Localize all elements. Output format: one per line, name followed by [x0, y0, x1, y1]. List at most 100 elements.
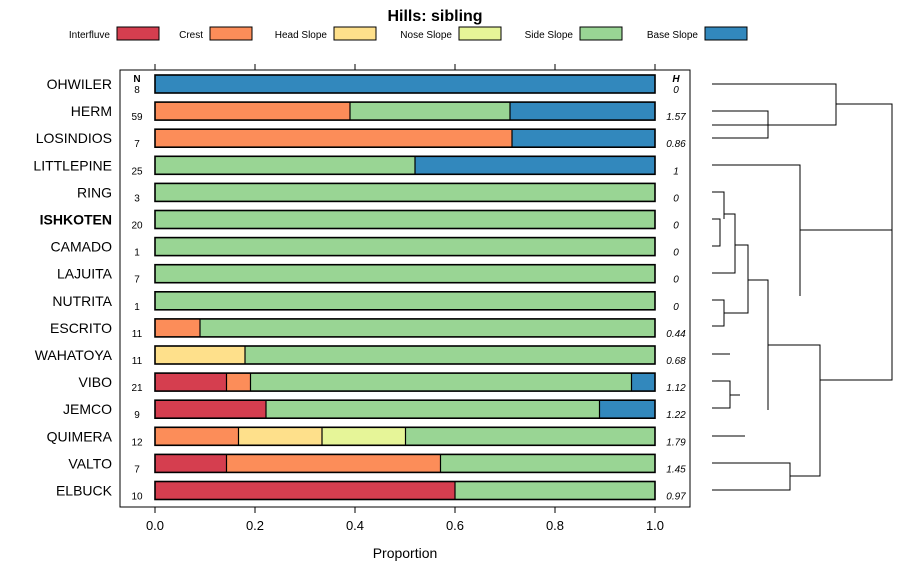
- bar-segment-head-slope: [238, 427, 322, 446]
- row-n-value: 9: [134, 410, 140, 421]
- bar-segment-base-slope: [415, 156, 655, 175]
- bar-segment-side-slope: [155, 264, 655, 283]
- bar-segment-side-slope: [155, 156, 415, 175]
- row-label: NUTRITA: [52, 293, 112, 309]
- legend-label-side-slope: Side Slope: [525, 30, 574, 41]
- dendrogram-link: [712, 110, 769, 139]
- legend-label-base-slope: Base Slope: [647, 30, 699, 41]
- row-h-value: 0: [673, 248, 679, 259]
- dendrogram: [712, 83, 893, 491]
- legend-swatch-crest: [209, 26, 253, 41]
- bar-segment-side-slope: [155, 237, 655, 256]
- bar-segment-interfluve: [155, 454, 227, 473]
- row-h-value: 0.44: [666, 329, 686, 340]
- bar-segment-interfluve: [155, 373, 227, 392]
- bar-outline: [154, 372, 656, 392]
- x-tick-label: 0.8: [546, 518, 564, 533]
- row-h-value: 0: [673, 302, 679, 313]
- row-h-value: 0.86: [666, 139, 686, 150]
- row-h-value: 0: [673, 193, 679, 204]
- dendrogram-link: [712, 213, 736, 274]
- bar-outline: [154, 263, 656, 284]
- bar-segment-base-slope: [155, 75, 655, 93]
- dendrogram-link: [712, 218, 721, 247]
- bar-outline: [154, 345, 656, 365]
- bar-outline: [154, 155, 656, 176]
- legend-label-nose-slope: Nose Slope: [400, 30, 452, 41]
- bar-segment-crest: [226, 454, 441, 473]
- row-n-value: 12: [131, 437, 143, 448]
- legend-label-interfluve: Interfluve: [69, 30, 111, 41]
- bar-segment-base-slope: [631, 373, 655, 392]
- bar-segment-interfluve: [155, 481, 455, 500]
- row-n-value: 1: [134, 302, 140, 313]
- bars: OHWILER 8 0 HERM 59 1.57 LOSINDIOS 7 0.86 LITTLEP…: [33, 74, 686, 503]
- dendrogram-link: [712, 462, 791, 491]
- legend-label-crest: Crest: [179, 30, 203, 41]
- bar-segment-crest: [155, 427, 239, 446]
- dendrogram-link: [800, 229, 893, 381]
- row-h-value: 1.45: [666, 464, 686, 475]
- bar-outline: [154, 182, 656, 203]
- dendrogram-link: [748, 279, 769, 410]
- bar-segment-crest: [226, 373, 251, 392]
- bar-segment-crest: [155, 318, 200, 337]
- row-h-value: 1.12: [666, 383, 686, 394]
- row-n-value: 1: [134, 248, 140, 259]
- row-n-value: 59: [131, 112, 143, 123]
- bar-segment-side-slope: [266, 400, 600, 419]
- row-label: QUIMERA: [47, 428, 113, 444]
- row-label: WAHATOYA: [35, 347, 113, 363]
- bar-segment-crest: [155, 129, 512, 148]
- row-label: CAMADO: [51, 239, 113, 255]
- bar-segment-base-slope: [599, 400, 655, 419]
- row-h-value: 0: [673, 221, 679, 232]
- x-tick-label: 1.0: [646, 518, 664, 533]
- bar-segment-crest: [155, 102, 350, 121]
- dendrogram-link: [712, 191, 725, 219]
- legend: Interfluve Crest Head Slope Nose Slope Side …: [69, 26, 748, 41]
- row-label: RING: [77, 184, 112, 200]
- row-n-value: 3: [134, 193, 140, 204]
- bar-segment-interfluve: [155, 400, 266, 419]
- row-n-value: 7: [134, 464, 140, 475]
- legend-label-head-slope: Head Slope: [275, 30, 328, 41]
- row-label: ELBUCK: [56, 483, 113, 499]
- row-n-value: 25: [131, 166, 143, 177]
- x-tick-label: 0.6: [446, 518, 464, 533]
- x-tick-label: 0.2: [246, 518, 264, 533]
- bar-segment-side-slope: [155, 183, 655, 202]
- bar-outline: [154, 74, 656, 94]
- x-axis: 0.0 0.2 0.4 0.6 0.8 1.0: [146, 64, 664, 533]
- row-h-value: 0.97: [666, 492, 686, 503]
- bar-outline: [154, 318, 656, 338]
- bar-outline: [154, 128, 656, 148]
- row-n-value: 8: [134, 85, 140, 96]
- x-axis-label: Proportion: [373, 545, 438, 561]
- bar-outline: [154, 453, 656, 474]
- bar-segment-side-slope: [250, 373, 632, 392]
- row-label: ESCRITO: [50, 320, 112, 336]
- bar-outline: [154, 399, 656, 420]
- bar-outline: [154, 480, 656, 501]
- dendrogram-link: [712, 299, 725, 327]
- row-label: VALTO: [68, 455, 112, 471]
- n-column-header: N: [133, 74, 140, 85]
- row-label: ISHKOTEN: [40, 212, 112, 228]
- legend-swatch-interfluve: [116, 26, 160, 41]
- row-n-value: 20: [131, 221, 143, 232]
- plot-panel: [119, 69, 691, 508]
- row-h-value: 1: [673, 166, 679, 177]
- bar-segment-side-slope: [200, 318, 655, 337]
- row-h-value: 0.68: [666, 356, 686, 367]
- row-label: VIBO: [79, 374, 113, 390]
- bar-segment-side-slope: [245, 346, 655, 364]
- row-h-value: 0: [673, 275, 679, 286]
- h-column-header: H: [672, 74, 680, 85]
- bar-outline: [154, 290, 656, 311]
- legend-swatch-side-slope: [579, 26, 623, 41]
- row-n-value: 10: [131, 492, 143, 503]
- row-n-value: 21: [131, 383, 143, 394]
- bar-segment-nose-slope: [322, 427, 406, 446]
- bar-segment-side-slope: [405, 427, 655, 446]
